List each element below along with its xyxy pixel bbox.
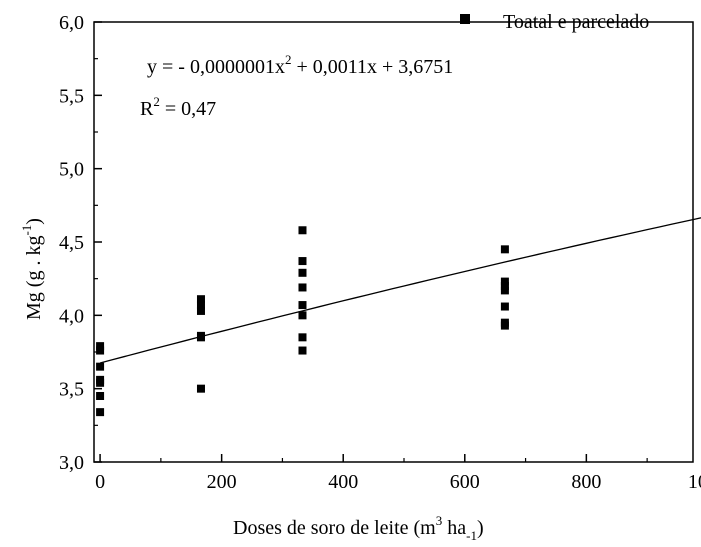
r2-main: R <box>140 98 154 120</box>
data-point <box>96 392 105 400</box>
fit-curve <box>99 217 701 364</box>
data-point <box>96 362 105 371</box>
r2-rest: = 0,47 <box>160 98 216 120</box>
data-point <box>500 286 509 295</box>
x-tick-label: 0 <box>95 471 105 493</box>
x-label-main: Doses de soro de leite (m <box>233 517 436 539</box>
data-point <box>196 306 205 315</box>
data-point <box>96 346 105 355</box>
data-point <box>500 321 509 330</box>
data-point <box>196 301 205 310</box>
y-tick-label: 3,0 <box>59 452 84 474</box>
y-tick-label: 5,5 <box>59 85 84 107</box>
data-point <box>96 342 105 351</box>
y-tick-label: 6,0 <box>59 12 84 34</box>
data-point <box>298 311 307 320</box>
y-tick-label: 4,0 <box>59 305 84 327</box>
y-axis-label: Mg (g . kg-1) <box>19 218 45 320</box>
data-point <box>96 408 105 417</box>
data-point <box>500 245 509 254</box>
x-label-end: ) <box>477 517 484 539</box>
data-point <box>298 268 307 277</box>
data-point <box>298 226 307 235</box>
data-point <box>298 301 307 310</box>
data-point <box>298 346 307 355</box>
plot-frame <box>93 21 694 463</box>
y-label-main: Mg (g . kg <box>23 236 45 320</box>
y-tick-label: 3,5 <box>59 379 84 401</box>
data-points-layer <box>96 226 509 417</box>
y-label-end: ) <box>23 218 45 225</box>
data-point <box>500 302 509 311</box>
equation-superscript: 2 <box>285 52 292 67</box>
legend-marker <box>460 14 470 24</box>
r2-superscript: 2 <box>153 94 160 109</box>
data-point <box>298 333 307 342</box>
data-point <box>196 333 205 342</box>
x-tick-label: 600 <box>450 471 480 493</box>
y-tick-label: 5,0 <box>59 159 84 181</box>
x-label-middle: ha <box>442 517 466 539</box>
data-point <box>196 295 205 304</box>
data-point <box>500 277 509 286</box>
x-axis-label: Doses de soro de leite (m3 ha-1) <box>233 513 484 543</box>
equation-main: y = - 0,0000001x <box>147 56 285 78</box>
data-point <box>500 282 509 290</box>
legend-label: Toatal e parcelado <box>503 11 649 33</box>
y-tick-label: 4,5 <box>59 232 84 254</box>
regression-equation: y = - 0,0000001x2 + 0,0011x + 3,6751 <box>147 52 453 78</box>
data-point <box>96 378 105 387</box>
r-squared: R2 = 0,47 <box>140 94 216 120</box>
axis-ticks: 0 200 400 600 800 1000 3,0 3,5 4,0 4,5 5,0 5,5 6,0 <box>59 12 701 493</box>
x-tick-label: 400 <box>328 471 358 493</box>
x-tick-label: 200 <box>207 471 237 493</box>
plot-border <box>93 21 694 463</box>
data-point <box>298 257 307 266</box>
x-label-subscript: -1 <box>466 528 477 543</box>
x-tick-label: 1000 <box>688 471 701 493</box>
data-point <box>298 283 307 292</box>
y-label-superscript: -1 <box>19 225 34 236</box>
fit-curve-layer <box>99 217 701 364</box>
legend: Toatal e parcelado <box>460 11 649 33</box>
x-label-superscript: 3 <box>436 513 443 528</box>
data-point <box>196 384 205 393</box>
equation-rest: + 0,0011x + 3,6751 <box>291 56 453 78</box>
x-tick-label: 800 <box>571 471 601 493</box>
